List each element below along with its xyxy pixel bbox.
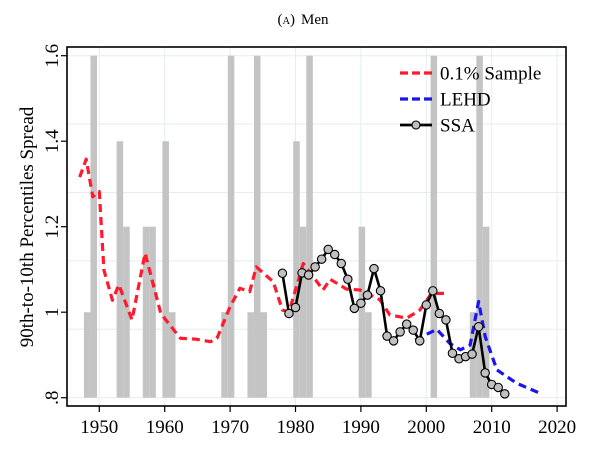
series-line-0-1-sample (78, 157, 446, 344)
ssa-point (277, 268, 288, 279)
recession-bar (123, 226, 130, 398)
recession-bar (247, 312, 254, 398)
legend-label: 0.1% Sample (440, 64, 541, 85)
ssa-markers (277, 244, 510, 399)
y-tick-label: 1.6 (42, 44, 63, 68)
ssa-point (441, 315, 451, 325)
legend-item: SSA (400, 116, 475, 137)
recession-bar (476, 55, 483, 398)
recession-bar (293, 141, 300, 398)
ssa-point (428, 286, 438, 296)
recession-bar (358, 226, 366, 398)
x-tick-label: 1960 (146, 417, 184, 438)
ssa-point (415, 336, 425, 346)
recession-bar (299, 226, 307, 398)
recession-bar (227, 55, 235, 398)
recession-bar (168, 312, 176, 398)
ssa-point (473, 321, 484, 332)
y-tick-label: 1.4 (42, 129, 63, 153)
ssa-point (395, 327, 405, 337)
ssa-point (500, 389, 510, 399)
ssa-point (408, 325, 418, 335)
ssa-point (343, 274, 353, 285)
x-tick-label: 2010 (473, 417, 511, 438)
recession-bar (149, 226, 156, 398)
legend-label: SSA (440, 116, 475, 137)
recession-bar (83, 312, 91, 398)
ssa-point (362, 290, 373, 300)
ssa-point (369, 263, 379, 274)
recession-bar (430, 55, 438, 398)
ssa-point (284, 308, 294, 319)
x-tick-label: 1980 (277, 417, 315, 438)
recession-bar (162, 141, 169, 398)
ssa-point (434, 308, 445, 319)
ssa-point (480, 368, 490, 378)
recession-bar (253, 55, 261, 398)
x-tick-label: 1970 (211, 417, 249, 438)
legend-label: LEHD (440, 90, 491, 111)
recession-bar (260, 312, 268, 398)
legend: 0.1% Sample LEHD SSA (400, 64, 541, 137)
recession-bar (90, 55, 98, 398)
y-axis: .8 1 1.2 1.4 1.6 (42, 44, 67, 405)
recession-bar (221, 312, 228, 398)
ssa-point (375, 286, 386, 296)
ssa-point (329, 249, 340, 260)
recession-bar (116, 141, 124, 398)
ssa-point (310, 262, 320, 272)
y-tick-label: 1 (42, 307, 63, 317)
recession-bars (83, 55, 490, 398)
ssa-point (421, 300, 432, 310)
x-tick-label: 2020 (538, 417, 576, 438)
ssa-point (447, 348, 458, 358)
legend-marker (411, 120, 421, 130)
x-tick-label: 1950 (80, 417, 118, 438)
x-tick-label: 2000 (407, 417, 445, 438)
x-tick-label: 1990 (342, 417, 380, 438)
y-tick-label: 1.2 (42, 215, 63, 239)
recession-bar (306, 55, 313, 398)
ssa-point (290, 302, 301, 313)
ssa-point (303, 270, 314, 280)
ssa-point (349, 303, 360, 314)
ssa-point (493, 382, 503, 393)
legend-item: LEHD (400, 90, 491, 111)
ssa-point (336, 258, 347, 269)
ssa-point (382, 331, 392, 341)
ssa-point (388, 336, 399, 346)
recession-bar (142, 226, 150, 398)
ssa-point (467, 349, 477, 359)
chart-title: (A) Men (277, 12, 329, 28)
x-axis: 1950 1960 1970 1980 1990 2000 2010 2020 (80, 406, 576, 438)
recession-bar (482, 226, 490, 398)
series-line-lehd (414, 299, 543, 396)
y-axis-label: 90th-to-10th Percentiles Spread (17, 106, 38, 347)
ssa-point (356, 298, 366, 308)
ssa-point (316, 254, 327, 264)
y-tick-label: .8 (42, 391, 63, 405)
legend-item: 0.1% Sample (400, 64, 541, 85)
recession-bar (365, 312, 372, 398)
ssa-point (323, 244, 333, 255)
ssa-point (401, 319, 412, 329)
